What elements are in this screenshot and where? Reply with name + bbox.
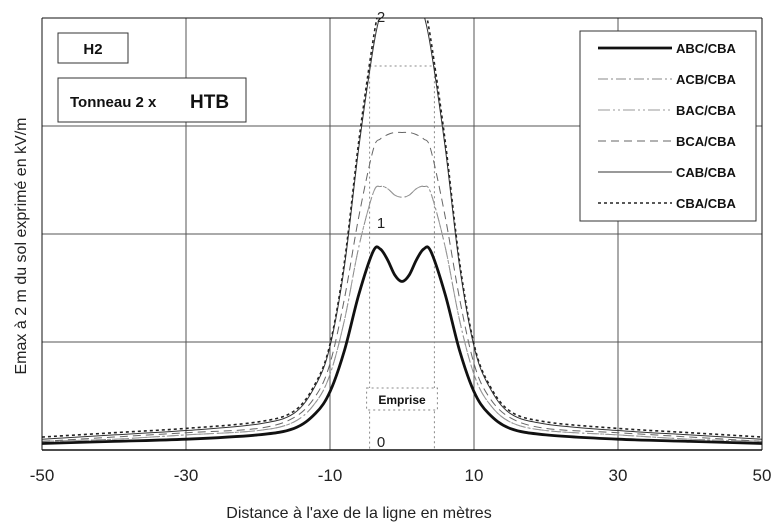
- htb-label: HTB: [190, 92, 229, 113]
- legend-label: CAB/CBA: [676, 165, 737, 180]
- legend-box: [579, 30, 757, 222]
- x-tick-label: -30: [174, 466, 199, 485]
- y-axis-title: Emax à 2 m du sol exprimé en kV/m: [13, 118, 30, 375]
- legend-label: BCA/CBA: [676, 134, 737, 149]
- series-line-cab-cba: [42, 18, 762, 440]
- axes: [41, 17, 763, 451]
- legend-label: BAC/CBA: [676, 103, 737, 118]
- x-tick-label: 10: [465, 466, 484, 485]
- legend-label: ABC/CBA: [676, 41, 737, 56]
- series-lines: [42, 18, 762, 445]
- emprise-label-box: [366, 387, 438, 411]
- y-tick-label: 0: [377, 434, 385, 451]
- x-tick-label: 30: [609, 466, 628, 485]
- y-tick-labels: 0 1 2: [377, 9, 385, 451]
- tonneau-label: Tonneau 2 x: [70, 94, 157, 111]
- legend-label: ACB/CBA: [676, 72, 737, 87]
- x-tick-label: -50: [30, 466, 55, 485]
- x-tick-label: 50: [753, 466, 772, 485]
- series-line-abc-cba: [42, 245, 762, 445]
- legend-label: CBA/CBA: [676, 196, 737, 211]
- tonneau-box: [57, 77, 247, 123]
- x-tick-labels: -50 -30 -10 10 30 50: [30, 466, 772, 485]
- h2-box: [57, 32, 129, 64]
- emprise-zone: Emprise: [366, 65, 438, 451]
- series-line-bca-cba: [42, 131, 762, 442]
- legend: ABC/CBA ACB/CBA BAC/CBA BCA/CBA CAB/CBA CBA/C…: [579, 30, 757, 222]
- h2-label: H2: [83, 41, 102, 58]
- x-tick-label: -10: [318, 466, 343, 485]
- y-tick-label: 1: [377, 215, 385, 232]
- y-tick-label: 2: [377, 9, 385, 26]
- emprise-label: Emprise: [378, 393, 426, 407]
- series-line-bac-cba: [42, 185, 762, 442]
- x-axis-title: Distance à l'axe de la ligne en mètres: [226, 505, 491, 522]
